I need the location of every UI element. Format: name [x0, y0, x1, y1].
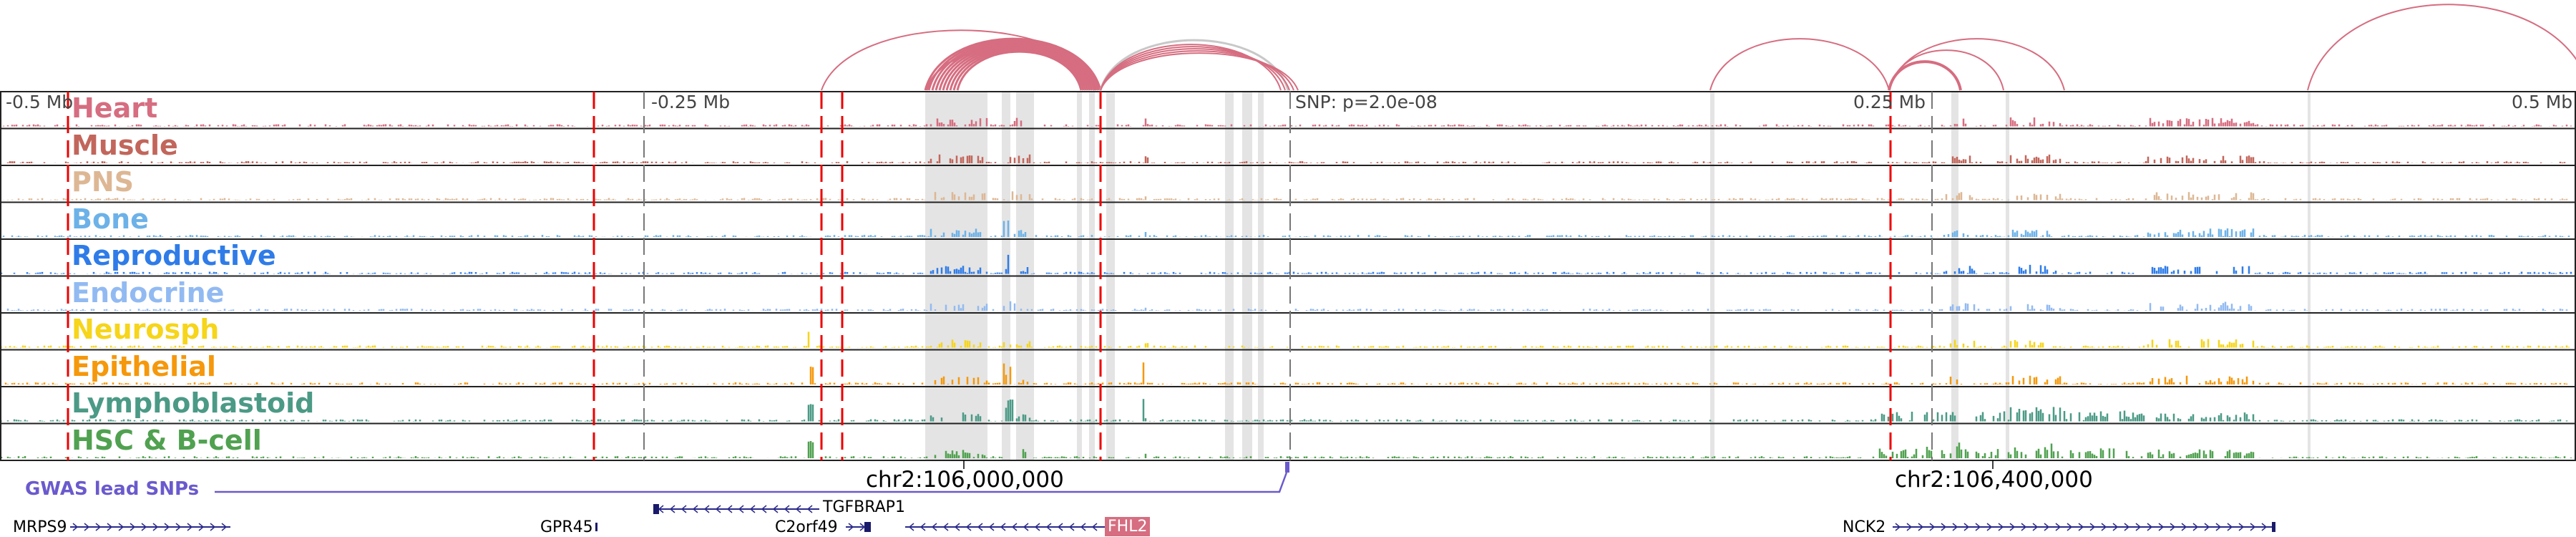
interaction-arc — [1100, 52, 1299, 91]
gene-c2orf49-exon — [864, 522, 871, 532]
coordinate-label-106m: chr2:106,000,000 — [866, 467, 1064, 493]
gene-nck2-strand-arrows — [1895, 523, 2268, 531]
interaction-arc — [1100, 50, 1294, 91]
interaction-arc — [925, 46, 1096, 91]
gene-label-fhl2[interactable]: FHL2 — [1105, 517, 1151, 536]
interaction-arc — [2307, 4, 2576, 91]
axis-label-left: -0.5 Mb — [6, 92, 74, 112]
track-label-neurosph: Neurosph — [72, 314, 220, 345]
signal-track-6 — [0, 332, 2570, 348]
track-label-heart: Heart — [72, 92, 158, 124]
interaction-arc — [1709, 38, 1890, 91]
signal-track-7 — [4, 362, 2568, 384]
signal-track-3 — [2, 221, 2570, 237]
interaction-arc — [1100, 48, 1290, 91]
signal-track-9 — [0, 441, 2572, 458]
axis-label-right-mid: 0.25 Mb — [1853, 92, 1926, 112]
gene-mrps9-strand-arrows — [72, 523, 228, 531]
gwas-snp-marker — [1285, 462, 1289, 473]
gene-tgfbrap1-exon — [653, 504, 659, 514]
gene-fhl2-strand-arrows — [908, 523, 1098, 531]
axis-label-right: 0.5 Mb — [2512, 92, 2573, 112]
track-label-pns: PNS — [72, 166, 135, 198]
signal-track-4 — [0, 254, 2572, 274]
track-label-endocrine: Endocrine — [72, 276, 225, 309]
interaction-arc — [952, 49, 1085, 91]
signal-track-5 — [6, 301, 2568, 311]
gwas-track-label: GWAS lead SNPs — [25, 478, 200, 500]
signal-track-0 — [2, 117, 2572, 127]
interaction-arc — [956, 50, 1083, 91]
track-label-lymphoblastoid: Lymphoblastoid — [72, 387, 315, 419]
signal-track-8 — [0, 399, 2568, 422]
interaction-arc — [924, 37, 1102, 91]
signal-track-1 — [6, 154, 2566, 163]
gene-label-tgfbrap1[interactable]: TGFBRAP1 — [823, 498, 905, 516]
gene-label-mrps9[interactable]: MRPS9 — [13, 518, 67, 536]
gwas-connector-line — [215, 472, 1288, 493]
interaction-arc — [942, 44, 1091, 91]
interaction-arc — [931, 40, 1098, 91]
snp-pvalue-label: SNP: p=2.0e-08 — [1295, 92, 1438, 112]
track-label-bone: Bone — [72, 203, 149, 235]
track-label-hsc-b-cell: HSC & B-cell — [72, 424, 262, 456]
track-label-muscle: Muscle — [72, 129, 178, 161]
gene-label-nck2[interactable]: NCK2 — [1843, 518, 1886, 536]
gene-label-c2orf49[interactable]: C2orf49 — [775, 518, 838, 536]
gene-label-gpr45[interactable]: GPR45 — [540, 518, 593, 536]
track-label-reproductive: Reproductive — [72, 240, 276, 271]
signal-track-2 — [2, 191, 2568, 200]
gene-nck2-exon — [2272, 522, 2275, 532]
interaction-arc — [1888, 60, 1962, 91]
gene-gpr45 — [595, 523, 597, 531]
track-label-epithelial: Epithelial — [72, 350, 216, 382]
interaction-arc — [1888, 38, 2065, 91]
interaction-arc — [1888, 49, 2004, 91]
axis-label-left-mid: -0.25 Mb — [651, 92, 731, 112]
coordinate-label-106-4m: chr2:106,400,000 — [1895, 467, 2093, 493]
interaction-arc — [935, 42, 1096, 91]
track-frame — [0, 91, 2576, 461]
interaction-arc — [949, 47, 1087, 91]
